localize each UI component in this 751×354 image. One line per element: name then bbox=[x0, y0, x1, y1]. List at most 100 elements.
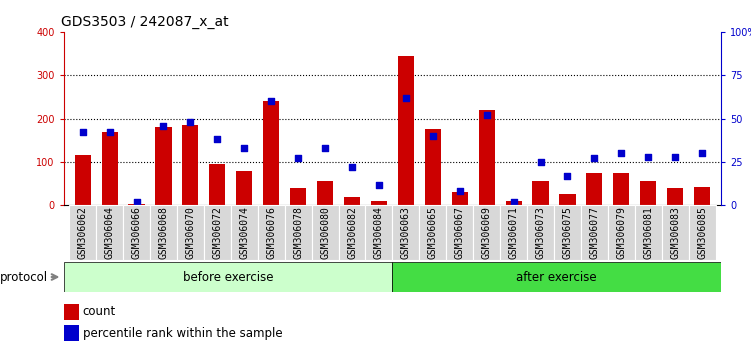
Text: GSM306066: GSM306066 bbox=[131, 206, 141, 259]
Point bbox=[562, 173, 574, 179]
Bar bbox=[101, 132, 118, 205]
Bar bbox=[559, 194, 575, 205]
Bar bbox=[451, 192, 468, 205]
Point bbox=[265, 98, 277, 104]
Bar bbox=[446, 205, 473, 260]
Bar bbox=[263, 101, 279, 205]
Point bbox=[104, 130, 116, 135]
Bar bbox=[500, 205, 527, 260]
Text: GSM306064: GSM306064 bbox=[104, 206, 115, 259]
Bar bbox=[608, 205, 635, 260]
Text: GSM306062: GSM306062 bbox=[77, 206, 88, 259]
Text: GSM306080: GSM306080 bbox=[320, 206, 330, 259]
Text: GSM306081: GSM306081 bbox=[644, 206, 653, 259]
Bar bbox=[155, 127, 171, 205]
Point bbox=[346, 164, 358, 170]
Bar bbox=[473, 205, 500, 260]
Point bbox=[292, 156, 304, 161]
Bar bbox=[371, 201, 387, 205]
Text: protocol: protocol bbox=[0, 270, 48, 284]
Bar bbox=[177, 205, 204, 260]
Bar bbox=[398, 56, 414, 205]
Point bbox=[77, 130, 89, 135]
Bar bbox=[366, 205, 392, 260]
Point bbox=[588, 156, 600, 161]
Point bbox=[669, 154, 681, 160]
Bar bbox=[96, 205, 123, 260]
Bar bbox=[640, 182, 656, 205]
Bar bbox=[635, 205, 662, 260]
Text: GSM306065: GSM306065 bbox=[428, 206, 438, 259]
Text: GSM306069: GSM306069 bbox=[481, 206, 492, 259]
Text: before exercise: before exercise bbox=[182, 270, 273, 284]
Bar bbox=[64, 262, 392, 292]
Bar bbox=[667, 188, 683, 205]
Bar bbox=[64, 325, 79, 341]
Bar bbox=[339, 205, 366, 260]
Point bbox=[319, 145, 331, 151]
Bar bbox=[527, 205, 554, 260]
Bar bbox=[581, 205, 608, 260]
Text: GSM306078: GSM306078 bbox=[293, 206, 303, 259]
Bar bbox=[182, 125, 198, 205]
Text: GSM306072: GSM306072 bbox=[213, 206, 222, 259]
Point bbox=[158, 123, 170, 129]
Point bbox=[481, 112, 493, 118]
Bar bbox=[419, 205, 446, 260]
Bar bbox=[554, 205, 581, 260]
Text: count: count bbox=[83, 306, 116, 319]
Bar bbox=[123, 205, 150, 260]
Bar bbox=[505, 201, 522, 205]
Text: GSM306084: GSM306084 bbox=[374, 206, 384, 259]
Point bbox=[642, 154, 654, 160]
Point bbox=[508, 199, 520, 205]
Text: GSM306085: GSM306085 bbox=[697, 206, 707, 259]
Bar bbox=[478, 110, 495, 205]
Text: GSM306083: GSM306083 bbox=[670, 206, 680, 259]
Bar bbox=[290, 188, 306, 205]
Text: GSM306063: GSM306063 bbox=[401, 206, 411, 259]
Text: GSM306082: GSM306082 bbox=[347, 206, 357, 259]
Bar bbox=[312, 205, 339, 260]
Text: GSM306070: GSM306070 bbox=[185, 206, 195, 259]
Bar bbox=[317, 182, 333, 205]
Bar bbox=[258, 205, 285, 260]
Point bbox=[373, 182, 385, 187]
Bar bbox=[150, 205, 177, 260]
Bar bbox=[587, 173, 602, 205]
Bar bbox=[64, 304, 79, 320]
Text: after exercise: after exercise bbox=[517, 270, 597, 284]
Text: GSM306079: GSM306079 bbox=[617, 206, 626, 259]
Point bbox=[615, 150, 627, 156]
Bar bbox=[425, 130, 441, 205]
Point bbox=[131, 199, 143, 205]
Text: percentile rank within the sample: percentile rank within the sample bbox=[83, 327, 282, 340]
Text: GSM306067: GSM306067 bbox=[454, 206, 465, 259]
Text: GSM306076: GSM306076 bbox=[266, 206, 276, 259]
Bar bbox=[689, 205, 716, 260]
Bar bbox=[614, 173, 629, 205]
Text: GSM306073: GSM306073 bbox=[535, 206, 545, 259]
Bar bbox=[69, 205, 96, 260]
Point bbox=[238, 145, 250, 151]
Text: GSM306071: GSM306071 bbox=[508, 206, 519, 259]
Bar bbox=[204, 205, 231, 260]
Point bbox=[400, 95, 412, 101]
Bar bbox=[237, 171, 252, 205]
Bar bbox=[344, 197, 360, 205]
Bar bbox=[285, 205, 312, 260]
Bar bbox=[210, 164, 225, 205]
Bar bbox=[392, 205, 419, 260]
Bar bbox=[694, 187, 710, 205]
Point bbox=[696, 150, 708, 156]
Point bbox=[185, 119, 197, 125]
Point bbox=[427, 133, 439, 139]
Point bbox=[454, 189, 466, 194]
Bar bbox=[231, 205, 258, 260]
Text: GSM306074: GSM306074 bbox=[240, 206, 249, 259]
Text: GDS3503 / 242087_x_at: GDS3503 / 242087_x_at bbox=[61, 16, 228, 29]
Text: GSM306075: GSM306075 bbox=[562, 206, 572, 259]
Bar bbox=[662, 205, 689, 260]
Text: GSM306077: GSM306077 bbox=[590, 206, 599, 259]
Bar bbox=[392, 262, 721, 292]
